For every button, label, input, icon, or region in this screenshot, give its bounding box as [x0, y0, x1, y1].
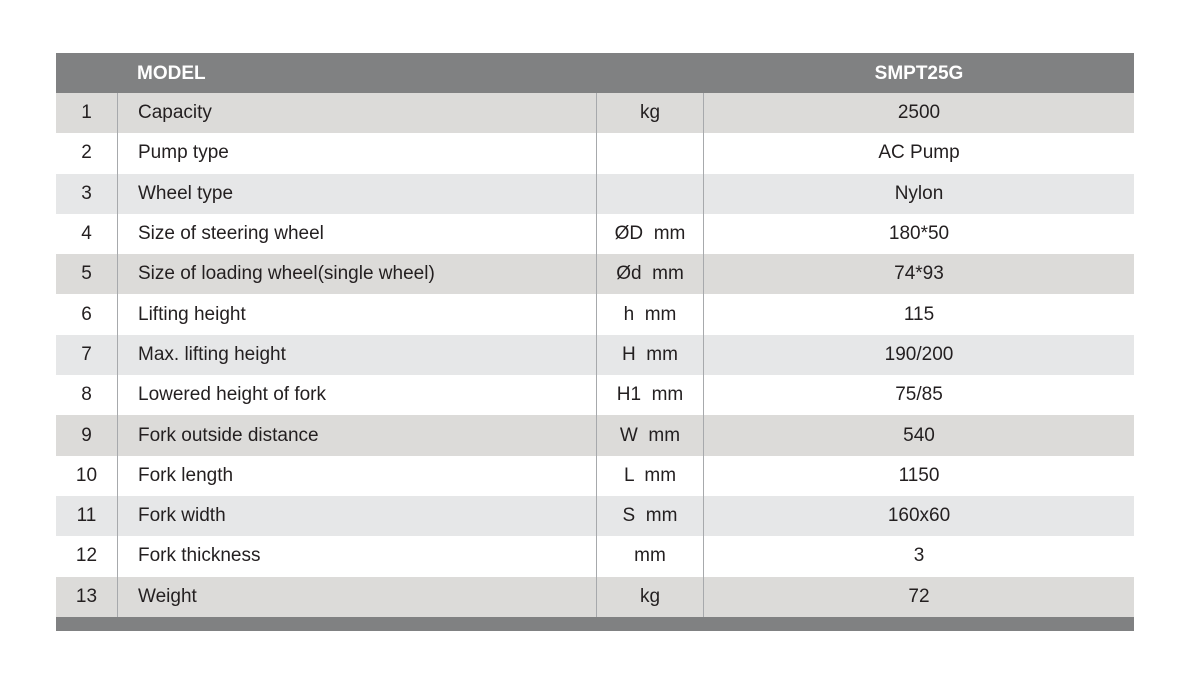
table-row: 13 Weight kg 72: [56, 576, 1134, 617]
row-number: 12: [56, 536, 118, 577]
spec-name: Size of steering wheel: [118, 213, 597, 255]
spec-name: Fork thickness: [118, 536, 597, 577]
spec-value: 180*50: [888, 223, 950, 245]
spec-value: 2500: [897, 102, 941, 124]
table-row: 8 Lowered height of fork H1 mm 75/85: [56, 375, 1134, 416]
row-number: 9: [56, 415, 118, 456]
spec-unit: W mm: [597, 415, 704, 456]
row-number: 13: [56, 576, 118, 617]
table-row: 1 Capacity kg 2500: [56, 93, 1134, 134]
spec-value: 74*93: [894, 263, 944, 285]
spec-unit: mm: [597, 536, 704, 577]
spec-name: Fork length: [118, 455, 597, 496]
model-value: SMPT25G: [874, 63, 964, 84]
spec-value: 75/85: [895, 384, 943, 406]
spec-name: Fork width: [118, 495, 597, 537]
row-number: 6: [56, 294, 118, 335]
table-row: 10 Fork length L mm 1150: [56, 455, 1134, 496]
spec-table: MODEL SMPT25G 1 Capacity kg 2500 2 Pump type A…: [56, 53, 1134, 631]
spec-unit: kg: [597, 93, 704, 134]
spec-unit: H1 mm: [597, 375, 704, 416]
table-row: 3 Wheel type Nylon: [56, 173, 1134, 214]
spec-value: 115: [903, 303, 935, 325]
spec-unit: L mm: [597, 455, 704, 496]
table-row: 11 Fork width S mm 160x60: [56, 495, 1134, 537]
spec-unit: H mm: [597, 334, 704, 376]
row-number: 4: [56, 213, 118, 255]
row-number: 8: [56, 375, 118, 416]
row-number: 5: [56, 254, 118, 295]
row-number: 3: [56, 173, 118, 214]
spec-name: Pump type: [118, 133, 597, 174]
spec-name: Capacity: [118, 93, 597, 134]
spec-unit: S mm: [597, 495, 704, 537]
spec-value: 72: [908, 585, 930, 607]
spec-value: 190/200: [884, 343, 954, 365]
spec-unit: kg: [597, 576, 704, 617]
spec-value: 540: [903, 424, 935, 446]
spec-name: Wheel type: [118, 173, 597, 214]
spec-name: Fork outside distance: [118, 415, 597, 456]
spec-name: Max. lifting height: [118, 334, 597, 376]
row-number: 10: [56, 455, 118, 496]
table-footer-bar: [56, 616, 1134, 631]
spec-name: Lowered height of fork: [118, 375, 597, 416]
table-row: 4 Size of steering wheel ØD mm 180*50: [56, 213, 1134, 255]
spec-name: Size of loading wheel(single wheel): [118, 254, 597, 295]
spec-value: 1150: [898, 464, 940, 486]
table-row: 9 Fork outside distance W mm 540: [56, 415, 1134, 456]
spec-unit: h mm: [597, 294, 704, 335]
row-number: 1: [56, 93, 118, 134]
row-number: 7: [56, 334, 118, 376]
table-body: 1 Capacity kg 2500 2 Pump type AC Pump 3 Wheel t…: [56, 93, 1134, 617]
row-number: 2: [56, 133, 118, 174]
model-label: MODEL: [137, 63, 206, 84]
spec-name: Weight: [118, 576, 597, 617]
spec-unit: [597, 133, 704, 174]
table-row: 5 Size of loading wheel(single wheel) Ød m…: [56, 254, 1134, 295]
spec-unit: Ød mm: [597, 254, 704, 295]
spec-value: Nylon: [894, 182, 944, 204]
spec-value: 160x60: [887, 505, 951, 527]
row-number: 11: [56, 495, 118, 537]
spec-name: Lifting height: [118, 294, 597, 335]
table-row: 7 Max. lifting height H mm 190/200: [56, 334, 1134, 376]
table-row: 6 Lifting height h mm 115: [56, 294, 1134, 335]
table-row: 2 Pump type AC Pump: [56, 133, 1134, 174]
spec-value: 3: [913, 545, 925, 567]
table-header: MODEL SMPT25G: [56, 53, 1134, 93]
table-row: 12 Fork thickness mm 3: [56, 536, 1134, 577]
spec-value: AC Pump: [878, 142, 960, 164]
spec-unit: ØD mm: [597, 213, 704, 255]
spec-unit: [597, 173, 704, 214]
